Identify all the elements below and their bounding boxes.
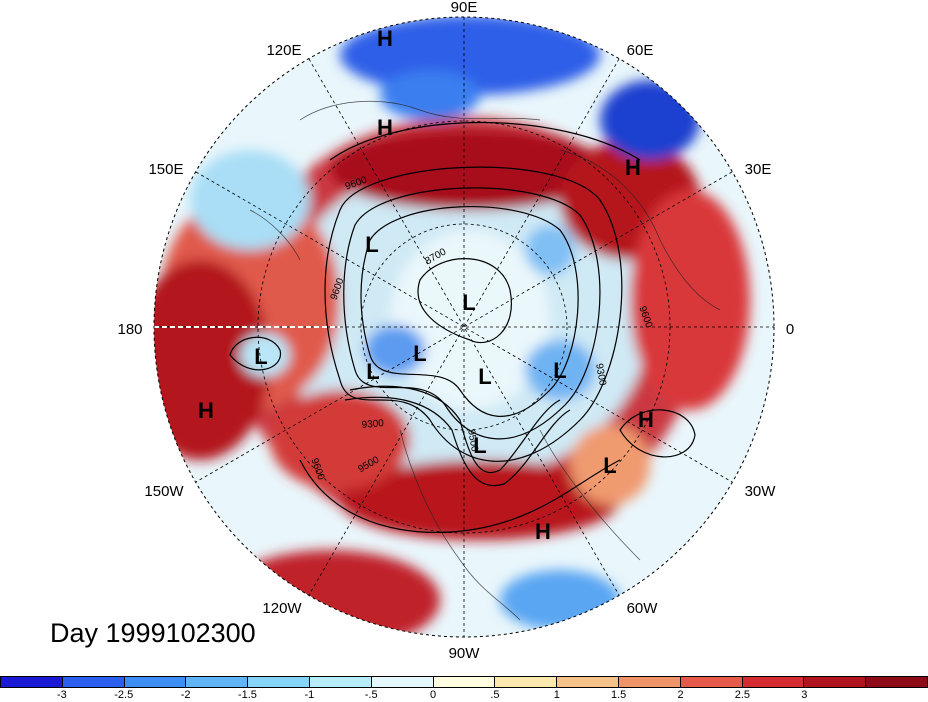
colorbar-tick-label: 2.5 <box>734 689 751 701</box>
lon-label-60w: 60W <box>627 600 659 617</box>
pressure-center: H <box>535 519 551 544</box>
colorbar-box <box>495 677 558 687</box>
pressure-center: L <box>413 341 426 366</box>
pressure-center: H <box>377 26 393 51</box>
colorbar-box <box>371 677 434 687</box>
colorbar-box <box>742 677 805 687</box>
colorbar-box <box>680 677 743 687</box>
colorbar-box <box>186 677 249 687</box>
pressure-centers: H H H L L L L L L L H H L H L <box>198 26 654 544</box>
pressure-center: L <box>366 359 379 384</box>
lon-label-30e: 30E <box>745 161 772 178</box>
colorbar-box <box>124 677 187 687</box>
lon-label-150w: 150W <box>144 483 184 500</box>
colorbar-tick-label: 1.5 <box>611 689 627 701</box>
colorbar-tick-label: -1.5 <box>237 689 257 701</box>
colorbar-box <box>557 677 619 687</box>
colorbar-box <box>1 677 63 687</box>
lon-label-60e: 60E <box>627 42 654 59</box>
colorbar-box <box>866 677 927 687</box>
lon-label-120e: 120E <box>266 42 301 59</box>
pressure-center: L <box>365 232 378 257</box>
lon-label-30w: 30W <box>745 483 777 500</box>
lon-label-0: 0 <box>786 321 794 338</box>
colorbar-tick-label: -.5 <box>364 689 378 701</box>
lon-label-120w: 120W <box>262 600 302 617</box>
pressure-center: L <box>478 364 491 389</box>
colorbar-tick-label: -2.5 <box>114 689 134 701</box>
colorbar-box <box>248 677 310 687</box>
day-label: Day 1999102300 <box>50 618 256 648</box>
colorbar-box <box>618 677 681 687</box>
colorbar-box <box>62 677 125 687</box>
graticule <box>154 17 774 637</box>
pressure-center: H <box>638 407 654 432</box>
contour-label: 9300 <box>593 363 608 387</box>
colorbar-tick-label: 3 <box>801 689 808 701</box>
colorbar-box <box>804 677 867 687</box>
colorbar-tick-label: .5 <box>490 689 500 701</box>
colorbar-tick-label: -2 <box>180 689 191 701</box>
map-boundary <box>153 16 775 638</box>
lon-label-90w: 90W <box>449 645 481 662</box>
pressure-center: L <box>603 453 616 478</box>
lon-label-150e: 150E <box>148 161 183 178</box>
longitude-labels: 90E 60E 30E 0 30W 60W 90W 120W 150W 180 … <box>117 0 794 662</box>
colorbar-tick-label: 0 <box>430 689 437 701</box>
pressure-center: L <box>254 344 267 369</box>
colorbar-box <box>309 677 372 687</box>
contour-label: 9500 <box>465 429 480 453</box>
pressure-center: H <box>377 115 393 140</box>
colorbar-box <box>433 677 496 687</box>
pressure-center: L <box>473 433 486 458</box>
pressure-center: L <box>553 358 566 383</box>
pressure-center: L <box>462 290 475 315</box>
pressure-center: H <box>198 398 214 423</box>
colorbar-tick-label: 1 <box>553 689 560 701</box>
colorbar-tick-label: 2 <box>677 689 684 701</box>
colorbar-tick-label: -3 <box>56 689 67 701</box>
contour-label: 9300 <box>361 418 385 431</box>
pressure-center: H <box>625 155 641 180</box>
lon-label-180: 180 <box>117 321 142 338</box>
lon-label-90e: 90E <box>451 0 478 16</box>
colorbar-tick-label: -1 <box>304 689 315 701</box>
anomaly-field <box>154 17 774 637</box>
colorbar <box>0 676 928 688</box>
